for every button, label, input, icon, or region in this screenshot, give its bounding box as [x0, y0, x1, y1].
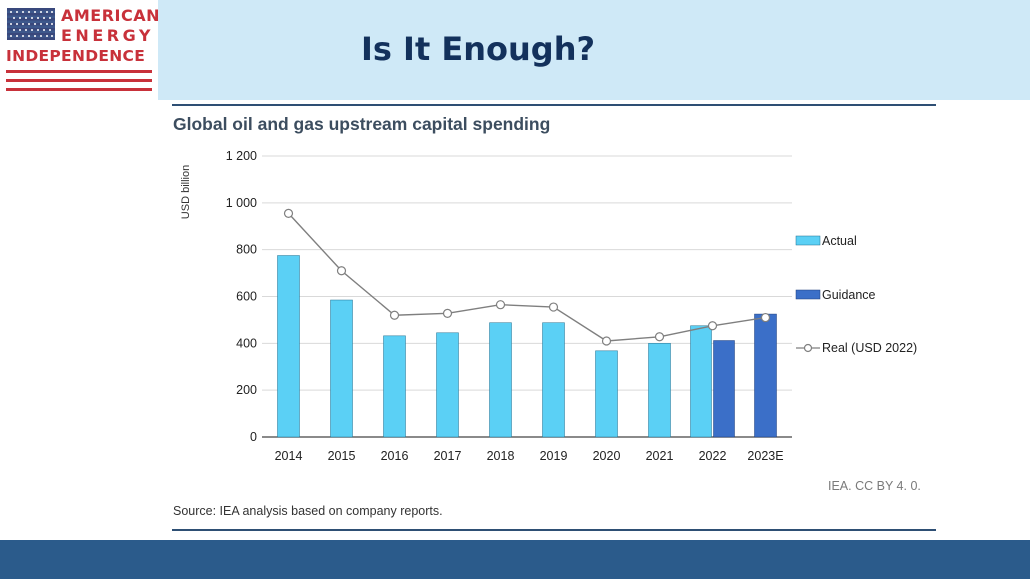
legend-label-guidance: Guidance — [822, 288, 876, 302]
y-tick-label: 1 000 — [226, 196, 257, 210]
bar-actual — [648, 343, 671, 438]
point-real — [654, 332, 665, 342]
y-tick-label: 1 200 — [226, 149, 257, 163]
point-real — [389, 310, 400, 320]
header-band — [158, 0, 1030, 100]
bar-actual — [277, 255, 300, 438]
series-line-real — [287, 212, 766, 342]
chart-title: Global oil and gas upstream capital spen… — [173, 114, 551, 134]
bar-guidance — [713, 340, 735, 438]
y-axis-label: USD billion — [180, 165, 192, 219]
legend-marker-real — [803, 343, 813, 353]
point-real — [760, 312, 771, 323]
bar-actual — [690, 325, 712, 438]
point-real — [707, 321, 718, 331]
bar-actual — [595, 350, 618, 438]
page-title: Is It Enough? — [360, 30, 596, 68]
x-tick-label: 2018 — [487, 449, 515, 463]
y-tick-label: 600 — [236, 290, 257, 304]
y-tick-label: 800 — [236, 243, 257, 257]
bar-actual — [436, 332, 459, 438]
x-tick-label: 2016 — [381, 449, 409, 463]
brand-stripes-icon — [6, 70, 152, 91]
bar-actual — [489, 322, 512, 438]
point-real — [283, 208, 294, 218]
x-tick-label: 2022 — [699, 449, 727, 463]
brand-line-independence: INDEPENDENCE — [6, 47, 146, 65]
y-tick-label: 200 — [236, 383, 257, 397]
legend-label-real: Real (USD 2022) — [822, 341, 917, 355]
y-tick-label: 0 — [250, 430, 257, 444]
x-tick-label: 2015 — [328, 449, 356, 463]
brand-line-american: AMERICAN — [61, 6, 161, 25]
chart-credit: IEA. CC BY 4. 0. — [828, 479, 921, 493]
chart-source: Source: IEA analysis based on company re… — [173, 504, 443, 518]
bottom-rule — [172, 529, 936, 531]
top-rule — [172, 104, 936, 106]
bar-actual — [383, 335, 406, 438]
point-real — [495, 300, 506, 310]
point-real — [442, 308, 453, 318]
point-real — [336, 266, 347, 276]
legend-label-actual: Actual — [822, 234, 857, 248]
x-tick-label: 2023E — [747, 449, 783, 463]
bar-guidance — [754, 313, 777, 438]
legend-swatch-actual — [795, 235, 821, 246]
legend-swatch-guidance — [795, 289, 821, 300]
y-tick-label: 400 — [236, 336, 257, 350]
point-real — [601, 336, 612, 346]
x-tick-label: 2020 — [593, 449, 621, 463]
bar-actual — [542, 322, 565, 438]
point-real — [548, 302, 559, 312]
footer-band — [0, 540, 1030, 579]
logo: AMERICAN ENERGY INDEPENDENCE — [0, 0, 161, 100]
bar-actual — [330, 299, 353, 438]
us-flag-icon — [7, 8, 55, 40]
x-tick-label: 2014 — [275, 449, 303, 463]
brand-line-energy: ENERGY — [61, 26, 154, 45]
x-tick-label: 2019 — [540, 449, 568, 463]
x-tick-label: 2021 — [646, 449, 674, 463]
x-tick-label: 2017 — [434, 449, 462, 463]
